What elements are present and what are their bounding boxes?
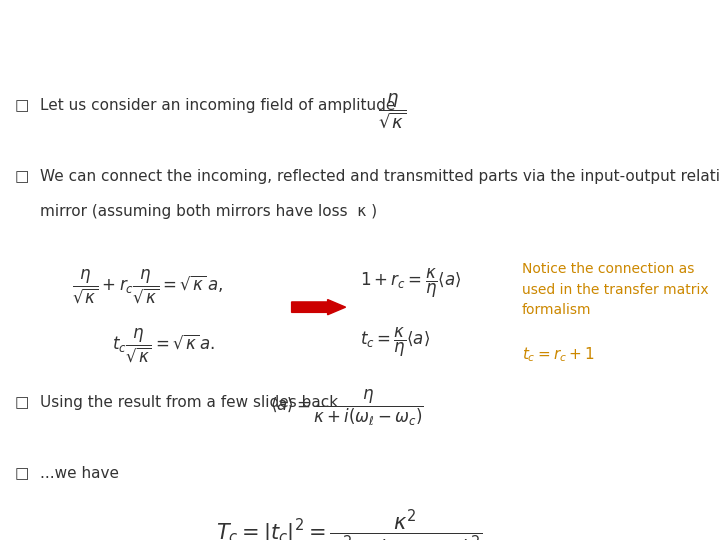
Text: Notice the connection as
used in the transfer matrix
formalism: Notice the connection as used in the tra… [522, 262, 708, 317]
Text: $1 + r_c = \dfrac{\kappa}{\eta}\langle a \rangle$: $1 + r_c = \dfrac{\kappa}{\eta}\langle a… [360, 267, 462, 300]
Text: $\langle a \rangle = \dfrac{\eta}{\kappa + i(\omega_\ell - \omega_c)}$: $\langle a \rangle = \dfrac{\eta}{\kappa… [270, 388, 424, 428]
FancyArrow shape [292, 300, 346, 315]
Text: Cavity tranmission for double-sided setup: Cavity tranmission for double-sided setu… [11, 18, 592, 46]
Text: ...we have: ...we have [40, 467, 119, 481]
Text: $t_c \dfrac{\eta}{\sqrt{\kappa}} = \sqrt{\kappa}\, a.$: $t_c \dfrac{\eta}{\sqrt{\kappa}} = \sqrt… [112, 326, 215, 364]
Text: Let us consider an incoming field of amplitude: Let us consider an incoming field of amp… [40, 98, 395, 113]
Text: $\dfrac{\eta}{\sqrt{\kappa}}$: $\dfrac{\eta}{\sqrt{\kappa}}$ [378, 91, 407, 130]
Text: $t_c = \dfrac{\kappa}{\eta}\langle a \rangle$: $t_c = \dfrac{\kappa}{\eta}\langle a \ra… [360, 326, 430, 359]
Text: □: □ [14, 395, 29, 410]
Text: We can connect the incoming, reflected and transmitted parts via the input-outpu: We can connect the incoming, reflected a… [40, 170, 720, 184]
Text: $T_c = |t_c|^2 = \dfrac{\kappa^2}{\kappa^2 + (\omega_\ell - \omega_c)^2}$: $T_c = |t_c|^2 = \dfrac{\kappa^2}{\kappa… [216, 507, 482, 540]
Text: □: □ [14, 98, 29, 113]
Text: $t_c = r_c + 1$: $t_c = r_c + 1$ [522, 345, 595, 364]
Text: mirror (assuming both mirrors have loss  κ ): mirror (assuming both mirrors have loss … [40, 204, 377, 219]
Text: $\dfrac{\eta}{\sqrt{\kappa}} + r_c \dfrac{\eta}{\sqrt{\kappa}} = \sqrt{\kappa}\,: $\dfrac{\eta}{\sqrt{\kappa}} + r_c \dfra… [72, 267, 223, 305]
Text: □: □ [14, 170, 29, 184]
Text: Using the result from a few slides back: Using the result from a few slides back [40, 395, 338, 410]
Text: □: □ [14, 467, 29, 481]
